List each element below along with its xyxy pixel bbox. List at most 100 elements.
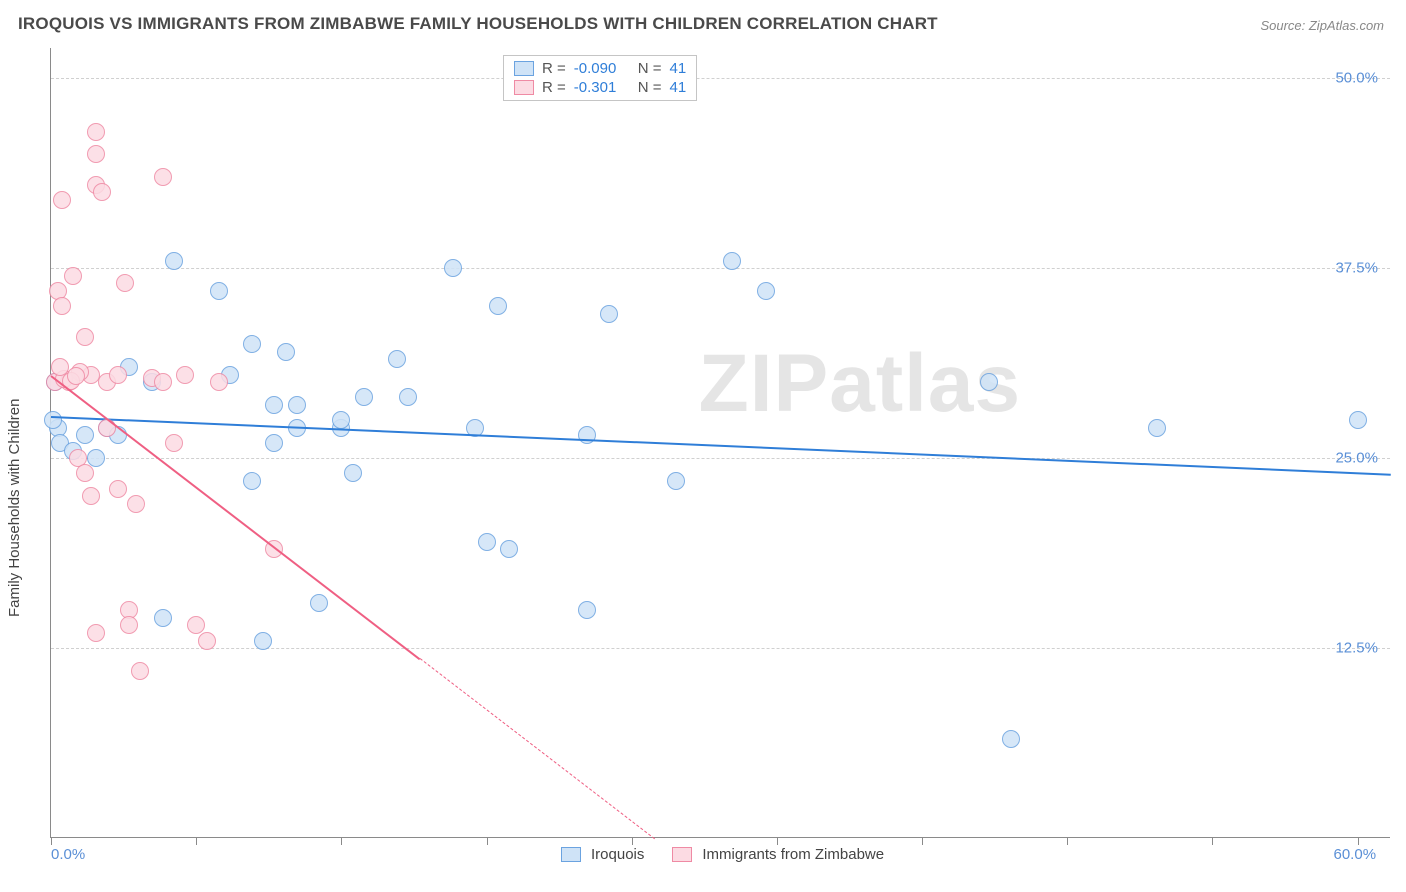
x-tick [777,837,778,845]
legend-series: Iroquois Immigrants from Zimbabwe [561,846,902,863]
data-point [154,609,172,627]
data-point [82,487,100,505]
legend-r-value: -0.090 [574,60,630,77]
data-point [131,662,149,680]
legend-r-label: R = [542,60,566,77]
watermark: ZIPatlas [699,337,1021,431]
legend-swatch [561,847,581,862]
legend-correlation: R = -0.090 N = 41 R = -0.301 N = 41 [503,55,697,101]
data-point [980,373,998,391]
data-point [1002,730,1020,748]
legend-series-label: Immigrants from Zimbabwe [702,846,884,863]
data-point [165,434,183,452]
data-point [87,145,105,163]
data-point [44,411,62,429]
data-point [93,183,111,201]
data-point [210,373,228,391]
plot-area: ZIPatlas12.5%25.0%37.5%50.0%0.0%60.0%R =… [50,48,1390,838]
regression-line [419,658,654,839]
legend-swatch [672,847,692,862]
gridline [51,268,1390,269]
data-point [210,282,228,300]
data-point [198,632,216,650]
data-point [489,297,507,315]
data-point [265,434,283,452]
data-point [355,388,373,406]
data-point [76,426,94,444]
data-point [127,495,145,513]
chart-title: IROQUOIS VS IMMIGRANTS FROM ZIMBABWE FAM… [18,14,938,34]
legend-swatch [514,61,534,76]
data-point [154,168,172,186]
data-point [344,464,362,482]
x-tick [1212,837,1213,845]
data-point [76,328,94,346]
x-tick [632,837,633,845]
data-point [176,366,194,384]
x-tick-label: 0.0% [51,846,85,863]
legend-n-value: 41 [670,60,687,77]
x-tick [1358,837,1359,845]
y-axis-label: Family Households with Children [6,398,23,616]
legend-row: R = -0.301 N = 41 [514,79,686,96]
data-point [265,396,283,414]
x-tick [1067,837,1068,845]
data-point [277,343,295,361]
y-tick-label: 37.5% [1335,260,1378,277]
legend-n-label: N = [638,60,662,77]
legend-r-value: -0.301 [574,79,630,96]
y-tick-label: 25.0% [1335,450,1378,467]
data-point [500,540,518,558]
data-point [388,350,406,368]
data-point [478,533,496,551]
x-tick [196,837,197,845]
gridline [51,78,1390,79]
data-point [310,594,328,612]
legend-n-label: N = [638,79,662,96]
legend-row: R = -0.090 N = 41 [514,60,686,77]
data-point [243,472,261,490]
x-tick [341,837,342,845]
data-point [667,472,685,490]
regression-line [51,416,1391,476]
data-point [87,624,105,642]
data-point [87,449,105,467]
data-point [1148,419,1166,437]
data-point [399,388,417,406]
data-point [288,396,306,414]
x-tick-label: 60.0% [1334,846,1377,863]
data-point [109,480,127,498]
data-point [578,601,596,619]
data-point [116,274,134,292]
data-point [154,373,172,391]
y-tick-label: 50.0% [1335,70,1378,87]
legend-series-label: Iroquois [591,846,644,863]
data-point [600,305,618,323]
data-point [723,252,741,270]
regression-line [50,375,420,660]
data-point [67,367,85,385]
gridline [51,458,1390,459]
data-point [165,252,183,270]
source-attribution: Source: ZipAtlas.com [1260,18,1384,33]
legend-r-label: R = [542,79,566,96]
data-point [109,366,127,384]
data-point [757,282,775,300]
data-point [76,464,94,482]
data-point [1349,411,1367,429]
data-point [243,335,261,353]
data-point [120,616,138,634]
gridline [51,648,1390,649]
x-tick [51,837,52,845]
legend-swatch [514,80,534,95]
legend-n-value: 41 [670,79,687,96]
data-point [332,411,350,429]
x-tick [487,837,488,845]
data-point [444,259,462,277]
data-point [64,267,82,285]
data-point [87,123,105,141]
data-point [254,632,272,650]
data-point [53,297,71,315]
y-tick-label: 12.5% [1335,640,1378,657]
x-tick [922,837,923,845]
